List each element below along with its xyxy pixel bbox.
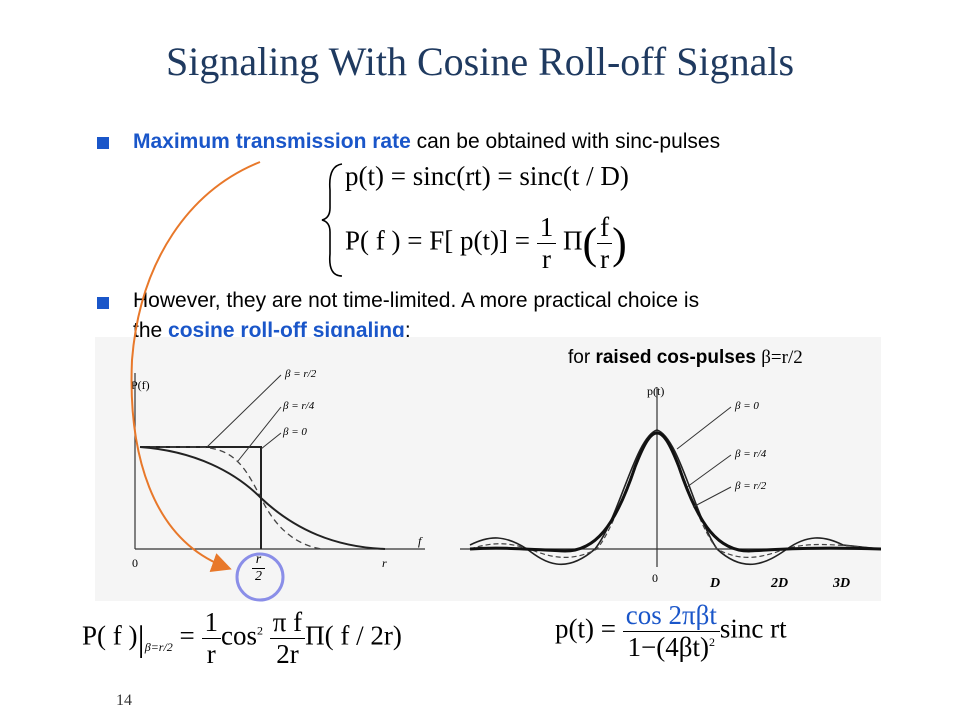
spectrum-beta-r2-curve — [139, 446, 386, 550]
brace-icon — [321, 163, 343, 277]
pulse-pointer-1 — [676, 406, 732, 450]
eq3-frac1-den: r — [206, 639, 216, 669]
eq4-lhs: p(t) = — [555, 613, 623, 644]
raised-cos-note: for raised cos-pulses β=r/2 — [568, 347, 803, 369]
eq3-frac2-den: 2r — [276, 639, 299, 669]
slide-number: 14 — [116, 692, 132, 709]
bullet-text-2: However, they are not time-limited. A mo… — [133, 286, 699, 346]
note-bold: raised cos-pulses — [595, 347, 762, 368]
equation-sinc: p(t) = sinc(rt) = sinc(t / D) — [345, 161, 629, 191]
spectrum-pointer-3 — [260, 432, 282, 450]
spectrum-tick-0: 0 — [132, 556, 138, 570]
spectrum-plot: P(f) f 0 r β = r/2 β = r/4 β = 0 — [131, 368, 425, 570]
pulse-plot: p(t) 0 D 2D 3D β = 0 β = r/4 β = r/2 — [460, 384, 881, 591]
slide-title: Signaling With Cosine Roll-off Signals — [165, 39, 795, 84]
eq3-equals: = — [172, 620, 202, 651]
note-formula: β=r/2 — [761, 347, 803, 368]
bullet-text-1: Maximum transmission rate can be obtaine… — [133, 127, 720, 157]
eq3-frac2: π f 2r — [269, 607, 306, 670]
orange-arrow-icon — [130, 161, 261, 572]
eq4-den-sq: 2 — [709, 635, 715, 649]
eq2-lhs: P( f ) = F[ p(t)] = — [345, 225, 537, 256]
spectrum-label-beta-r4: β = r/4 — [282, 400, 315, 412]
bullet-marker-1 — [97, 137, 109, 149]
eq3-lhs: P( f ) — [82, 620, 138, 651]
spectrum-pointer-2 — [237, 406, 282, 462]
pulse-tick-0: 0 — [652, 571, 658, 585]
eq3-tail: Π( f / 2r) — [305, 620, 402, 651]
spectrum-xlabel: f — [418, 534, 423, 548]
highlight-circle-icon — [235, 552, 285, 602]
eq4-num: cos 2πβt — [622, 600, 720, 632]
eq2-frac-den: r — [541, 244, 551, 274]
pulse-pointer-2 — [686, 454, 732, 488]
pulse-pointer-3 — [692, 486, 732, 508]
bullet-2-suffix: : — [404, 319, 411, 342]
eq3-sq: 2 — [257, 623, 264, 638]
pulse-tick-2D: 2D — [770, 576, 788, 591]
equation-raised-cos-pulse: p(t) = cos 2πβt 1−(4βt)2 sinc rt — [555, 600, 787, 663]
note-prefix: for — [568, 347, 596, 368]
pulse-ylabel: p(t) — [647, 384, 664, 398]
eq4-den: 1−(4βt) — [627, 632, 709, 662]
bullet-marker-2 — [97, 297, 109, 309]
eq4-tail: sinc rt — [719, 613, 787, 644]
equation-raised-cos-spectrum: P( f )|β=r/2 = 1 r cos2 π f 2r Π( f / 2r) — [82, 607, 402, 670]
eq4-frac: cos 2πβt 1−(4βt)2 — [622, 600, 720, 663]
bullet-1-rest: can be obtained with sinc-pulses — [410, 130, 721, 153]
spectrum-label-beta-r2: β = r/2 — [284, 368, 317, 380]
spectrum-ylabel: P(f) — [131, 378, 150, 392]
eq2-inner-den: r — [600, 244, 610, 274]
spectrum-label-beta0: β = 0 — [282, 426, 307, 438]
bullet-2-line1: However, they are not time-limited. A mo… — [133, 289, 700, 312]
eq3-frac2-num: π f — [269, 607, 306, 639]
eq2-inner-num: f — [597, 212, 613, 244]
eq2-pi: Π — [562, 225, 583, 256]
pulse-tick-3D: 3D — [832, 576, 850, 591]
bullet-2-highlight: cosine roll-off signaling — [168, 319, 405, 342]
pulse-label-beta-r2: β = r/2 — [734, 480, 767, 492]
pulse-tick-D: D — [709, 576, 720, 591]
pulse-label-beta0: β = 0 — [734, 400, 759, 412]
spectrum-pointer-1 — [206, 374, 282, 448]
pulse-label-beta-r4: β = r/4 — [734, 448, 767, 460]
bullet-2-line2: the cosine roll-off signaling: — [133, 316, 699, 346]
pulse-beta-r2-curve — [469, 431, 881, 553]
bullet-2-prefix: the — [133, 319, 169, 342]
eq3-frac1-num: 1 — [201, 607, 222, 639]
spectrum-tick-r: r — [382, 556, 387, 570]
figure-plots: P(f) f 0 r β = r/2 β = r/4 β = 0 p(t) 0 … — [131, 368, 881, 591]
eq3-sub: β=r/2 — [144, 640, 173, 655]
bullet-1-highlight: Maximum transmission rate — [133, 130, 411, 153]
eq2-frac-num: 1 — [536, 212, 557, 244]
eq3-cos: cos — [221, 620, 258, 651]
